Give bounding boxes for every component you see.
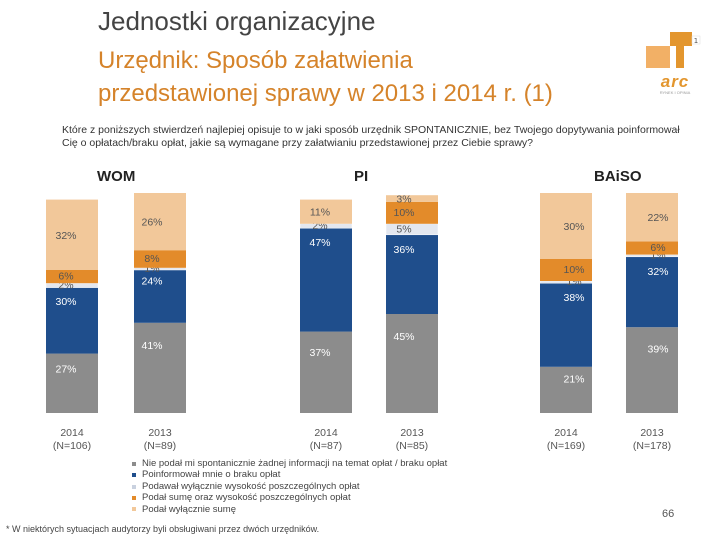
page-number: 66 <box>662 508 675 520</box>
svg-text:1: 1 <box>694 37 698 45</box>
footnote: * W niektórych sytuacjach audytorzy byli… <box>6 524 320 534</box>
bar-segment <box>386 201 438 224</box>
data-label: 41% <box>141 340 162 352</box>
bar-segment <box>625 254 679 258</box>
data-label: 26% <box>141 217 162 229</box>
bar-segment <box>46 353 98 413</box>
data-label: 45% <box>393 331 414 343</box>
data-label: 38% <box>563 292 584 304</box>
legend-swatch <box>132 461 136 466</box>
legend-label: Podawał wyłącznie wysokość poszczególnyc… <box>142 480 360 492</box>
category-n-label: (N=169) <box>547 440 585 452</box>
legend-label: Podał sumę oraz wysokość poszczególnych … <box>142 492 351 504</box>
legend-item: Poinformował mnie o braku opłat <box>132 469 447 480</box>
bar-segment <box>386 195 438 202</box>
data-label: 47% <box>309 237 330 249</box>
subtitle-line-2: przedstawionej sprawy w 2013 i 2014 r. (… <box>98 80 553 107</box>
data-label: 21% <box>563 373 584 385</box>
data-label: 10% <box>393 207 414 219</box>
category-year-label: 2013 <box>148 427 172 439</box>
bar-segment <box>626 256 678 328</box>
data-label: 6% <box>58 271 73 283</box>
legend-swatch <box>132 507 136 512</box>
data-label: 37% <box>309 347 330 359</box>
category-n-label: (N=87) <box>310 440 342 452</box>
data-label: 32% <box>647 266 668 278</box>
category-year-label: 2014 <box>60 427 84 439</box>
data-label: 36% <box>393 244 414 256</box>
category-n-label: (N=85) <box>396 440 428 452</box>
bar-segment <box>46 287 98 354</box>
data-label: 39% <box>647 344 668 356</box>
legend-swatch <box>132 484 136 489</box>
bar-segment <box>134 193 186 251</box>
bar-segment <box>134 270 186 323</box>
bar-segment <box>385 223 439 236</box>
data-label: 10% <box>563 264 584 276</box>
legend-item: Podał wyłącznie sumę <box>132 504 447 515</box>
bar-segment <box>134 250 186 268</box>
chart-legend: Nie podał mi spontanicznie żadnej inform… <box>132 458 447 515</box>
arc-logo-icon: 1 <box>646 32 701 68</box>
data-label: 27% <box>55 363 76 375</box>
logo-wordmark: arc <box>660 72 690 91</box>
category-n-label: (N=89) <box>144 440 176 452</box>
legend-item: Nie podał mi spontanicznie żadnej inform… <box>132 458 447 469</box>
legend-label: Poinformował mnie o braku opłat <box>142 469 281 481</box>
page-title: Jednostki organizacyjne <box>98 6 376 36</box>
bar-segment <box>540 193 592 259</box>
data-label: 24% <box>141 276 162 288</box>
legend-swatch <box>132 473 136 478</box>
legend-item: Podał sumę oraz wysokość poszczególnych … <box>132 492 447 503</box>
data-label: 30% <box>55 296 76 308</box>
logo-tagline: RYNEK I OPINIA <box>659 90 691 95</box>
bar-segment <box>134 322 186 413</box>
data-label: 32% <box>55 230 76 242</box>
bar-segment <box>46 199 98 270</box>
legend-label: Nie podał mi spontanicznie żadnej inform… <box>142 458 448 469</box>
group-title-pi: PI <box>354 168 369 185</box>
category-year-label: 2013 <box>400 427 424 439</box>
subtitle-line-1: Urzędnik: Sposób załatwienia <box>98 47 413 74</box>
data-label: 6% <box>650 242 665 254</box>
category-n-label: (N=178) <box>633 440 671 452</box>
bar-segment <box>540 259 592 281</box>
bar-segment <box>540 283 592 367</box>
legend-swatch <box>132 495 136 500</box>
bar-segment <box>300 199 352 224</box>
bar-segment <box>626 241 678 255</box>
bar-segment <box>300 331 352 413</box>
bar-segment <box>133 267 187 271</box>
data-label: 8% <box>144 253 159 265</box>
bar-segment <box>300 228 352 332</box>
data-label: 30% <box>563 221 584 233</box>
page-subtitle: Urzędnik: Sposób załatwienia przedstawio… <box>98 44 658 110</box>
group-title-baiso: BAiSO <box>594 168 642 185</box>
bar-segment <box>46 270 98 284</box>
category-year-label: 2014 <box>554 427 578 439</box>
data-label: 3% <box>396 194 411 206</box>
category-year-label: 2013 <box>640 427 664 439</box>
legend-item: Podawał wyłącznie wysokość poszczególnyc… <box>132 481 447 492</box>
bar-segment <box>386 314 438 413</box>
bar-segment <box>540 366 592 413</box>
legend-label: Podał wyłącznie sumę <box>142 503 236 515</box>
data-label: 22% <box>647 212 668 224</box>
data-label: 5% <box>396 223 411 235</box>
category-year-label: 2014 <box>314 427 338 439</box>
survey-question: Które z poniższych stwierdzeń najlepiej … <box>62 124 680 149</box>
bar-segment <box>626 327 678 413</box>
bar-segment <box>386 234 438 314</box>
category-n-label: (N=106) <box>53 440 91 452</box>
data-label: 11% <box>310 207 330 219</box>
group-title-wom: WOM <box>97 168 136 185</box>
bar-segment <box>626 193 678 242</box>
